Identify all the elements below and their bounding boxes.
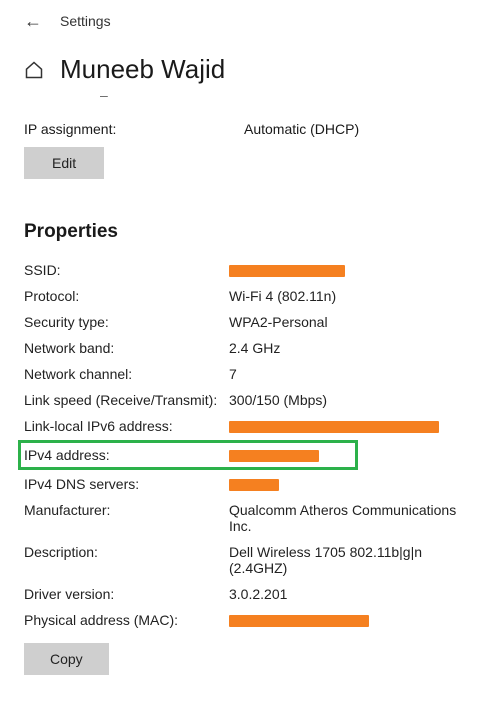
row-manufacturer: Manufacturer: Qualcomm Atheros Communica…: [24, 497, 476, 539]
label-driver: Driver version:: [24, 586, 229, 602]
properties-heading: Properties: [24, 221, 476, 243]
label-ipv4: IPv4 address:: [24, 447, 229, 463]
label-manufacturer: Manufacturer:: [24, 502, 229, 518]
copy-button[interactable]: Copy: [24, 643, 109, 675]
settings-label: Settings: [60, 13, 111, 29]
page-title: Muneeb Wajid: [60, 54, 225, 85]
ipv4-highlight-box: IPv4 address:: [18, 440, 358, 470]
value-driver: 3.0.2.201: [229, 586, 476, 602]
value-security: WPA2-Personal: [229, 314, 476, 330]
back-arrow-icon[interactable]: ←: [24, 12, 42, 30]
row-band: Network band: 2.4 GHz: [24, 335, 476, 361]
label-description: Description:: [24, 544, 229, 560]
header: ← Settings: [24, 12, 476, 30]
value-protocol: Wi-Fi 4 (802.11n): [229, 288, 476, 304]
row-description: Description: Dell Wireless 1705 802.11b|…: [24, 539, 476, 581]
redacted-dns: [229, 479, 279, 491]
label-linkspeed: Link speed (Receive/Transmit):: [24, 392, 229, 408]
row-ipv6local: Link-local IPv6 address:: [24, 413, 476, 439]
label-ipv6local: Link-local IPv6 address:: [24, 418, 229, 434]
redacted-ipv6local: [229, 421, 439, 433]
value-channel: 7: [229, 366, 476, 382]
label-channel: Network channel:: [24, 366, 229, 382]
label-ssid: SSID:: [24, 262, 229, 278]
row-linkspeed: Link speed (Receive/Transmit): 300/150 (…: [24, 387, 476, 413]
edit-button[interactable]: Edit: [24, 147, 104, 179]
label-band: Network band:: [24, 340, 229, 356]
row-dns: IPv4 DNS servers:: [24, 471, 476, 497]
row-security: Security type: WPA2-Personal: [24, 309, 476, 335]
value-linkspeed: 300/150 (Mbps): [229, 392, 476, 408]
row-mac: Physical address (MAC):: [24, 607, 476, 633]
value-manufacturer: Qualcomm Atheros Communications Inc.: [229, 502, 476, 534]
label-mac: Physical address (MAC):: [24, 612, 229, 628]
title-sub-dash: ‒: [100, 87, 476, 103]
label-security: Security type:: [24, 314, 229, 330]
row-protocol: Protocol: Wi-Fi 4 (802.11n): [24, 283, 476, 309]
row-ipv4: IPv4 address:: [24, 446, 355, 464]
label-protocol: Protocol:: [24, 288, 229, 304]
redacted-ssid: [229, 265, 345, 277]
ip-assignment-row: IP assignment: Automatic (DHCP): [24, 121, 476, 137]
ip-assignment-value: Automatic (DHCP): [244, 121, 359, 137]
redacted-ipv4: [229, 450, 319, 462]
home-icon[interactable]: [24, 60, 44, 80]
row-channel: Network channel: 7: [24, 361, 476, 387]
title-row: Muneeb Wajid: [24, 54, 476, 85]
value-description: Dell Wireless 1705 802.11b|g|n (2.4GHZ): [229, 544, 476, 576]
value-band: 2.4 GHz: [229, 340, 476, 356]
row-ssid: SSID:: [24, 257, 476, 283]
redacted-mac: [229, 615, 369, 627]
ip-assignment-label: IP assignment:: [24, 121, 244, 137]
label-dns: IPv4 DNS servers:: [24, 476, 229, 492]
row-driver: Driver version: 3.0.2.201: [24, 581, 476, 607]
